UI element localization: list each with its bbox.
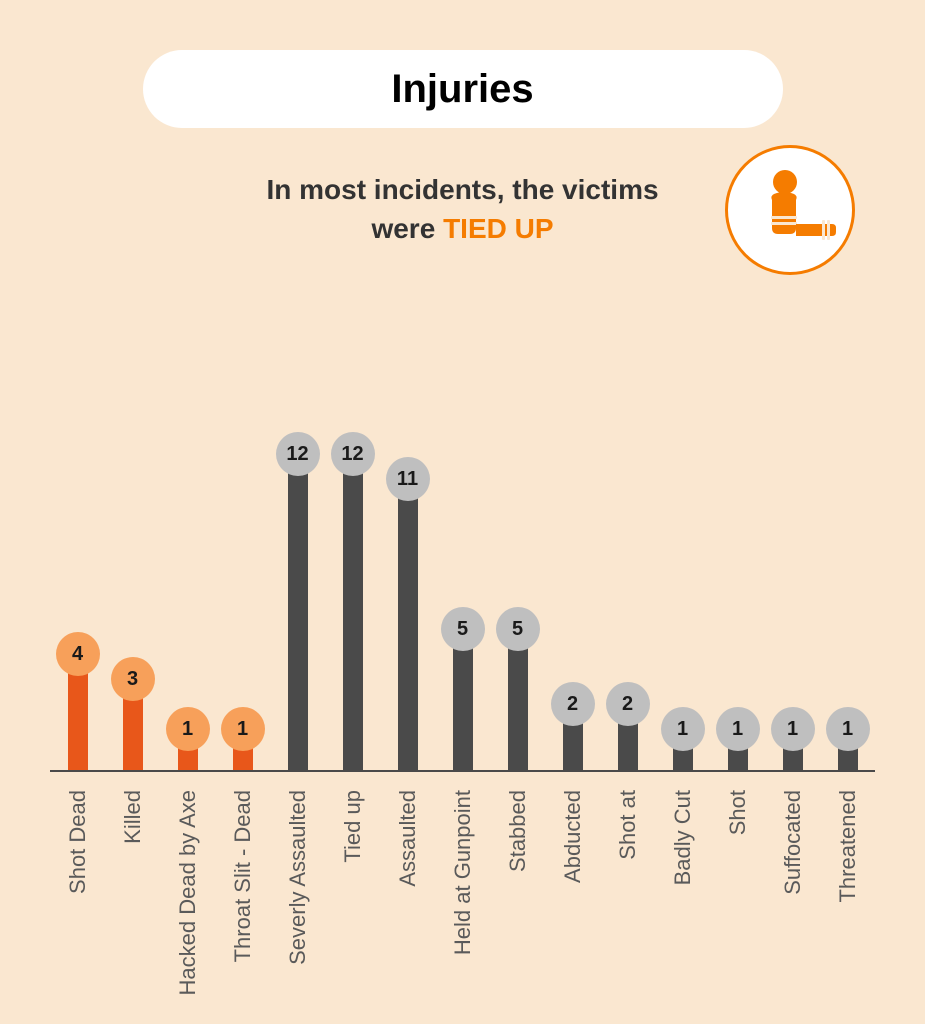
bar-group: 1 Badly Cut <box>655 300 710 994</box>
value-badge: 1 <box>221 707 265 751</box>
subtitle-line1: In most incidents, the victims <box>266 174 658 205</box>
tied-person-icon <box>725 145 855 275</box>
category-label: Hacked Dead by Axe <box>175 790 201 995</box>
subtitle-line2-prefix: were <box>371 213 443 244</box>
value-badge: 4 <box>56 632 100 676</box>
bar <box>563 720 583 770</box>
bar-group: 5 Held at Gunpoint <box>435 300 490 994</box>
bar-group: 1 Throat Slit - Dead <box>215 300 270 994</box>
subtitle-highlight: TIED UP <box>443 213 553 244</box>
value-badge: 1 <box>716 707 760 751</box>
category-label: Throat Slit - Dead <box>230 790 256 962</box>
bar-group: 5 Stabbed <box>490 300 545 994</box>
category-label: Threatened <box>835 790 861 903</box>
bar <box>618 720 638 770</box>
category-label: Assaulted <box>395 790 421 887</box>
bar-group: 2 Shot at <box>600 300 655 994</box>
category-label: Shot <box>725 790 751 835</box>
value-badge: 11 <box>386 457 430 501</box>
category-label: Suffocated <box>780 790 806 895</box>
category-label: Killed <box>120 790 146 844</box>
bar-group: 12 Severly Assaulted <box>270 300 325 994</box>
bar-group: 1 Shot <box>710 300 765 994</box>
category-label: Tied up <box>340 790 366 863</box>
bar-group: 1 Threatened <box>820 300 875 994</box>
value-badge: 1 <box>166 707 210 751</box>
value-badge: 3 <box>111 657 155 701</box>
category-label: Shot at <box>615 790 641 860</box>
bar <box>123 695 143 770</box>
bar <box>288 470 308 770</box>
bar-group: 11 Assaulted <box>380 300 435 994</box>
value-badge: 5 <box>441 607 485 651</box>
value-badge: 2 <box>606 682 650 726</box>
category-label: Severly Assaulted <box>285 790 311 965</box>
bar <box>398 495 418 770</box>
value-badge: 1 <box>826 707 870 751</box>
value-badge: 2 <box>551 682 595 726</box>
category-label: Stabbed <box>505 790 531 872</box>
value-badge: 1 <box>661 707 705 751</box>
title-pill: Injuries <box>143 50 783 128</box>
page-title: Injuries <box>391 67 533 112</box>
bar-group: 3 Killed <box>105 300 160 994</box>
bar-group: 1 Suffocated <box>765 300 820 994</box>
bar <box>343 470 363 770</box>
category-label: Abducted <box>560 790 586 883</box>
bar <box>453 645 473 770</box>
bar-group: 12 Tied up <box>325 300 380 994</box>
bar-group: 1 Hacked Dead by Axe <box>160 300 215 994</box>
value-badge: 12 <box>331 432 375 476</box>
value-badge: 1 <box>771 707 815 751</box>
bar <box>68 670 88 770</box>
injuries-bar-chart: 4 Shot Dead 3 Killed 1 Hacked Dead by Axe 1 Thr… <box>50 300 875 994</box>
bar-group: 2 Abducted <box>545 300 600 994</box>
chart-bars-area: 4 Shot Dead 3 Killed 1 Hacked Dead by Axe 1 Thr… <box>50 300 875 994</box>
bar <box>508 645 528 770</box>
category-label: Held at Gunpoint <box>450 790 476 955</box>
bar-group: 4 Shot Dead <box>50 300 105 994</box>
category-label: Shot Dead <box>65 790 91 894</box>
category-label: Badly Cut <box>670 790 696 885</box>
value-badge: 5 <box>496 607 540 651</box>
value-badge: 12 <box>276 432 320 476</box>
